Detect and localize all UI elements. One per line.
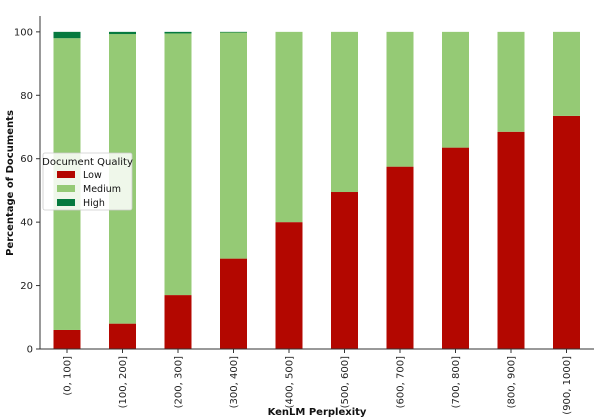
- bar-low-0: [53, 329, 81, 349]
- x-tick-label: (100, 200]: [118, 356, 129, 408]
- x-tick-label: (0, 100]: [63, 356, 74, 396]
- bar-low-8: [497, 131, 525, 349]
- legend-swatch-low: [57, 171, 75, 178]
- legend: Document Quality Low Medium High: [42, 152, 133, 211]
- x-tick-label: (500, 600]: [340, 356, 351, 408]
- bars-layer: [53, 31, 580, 350]
- x-tick-label: (400, 500]: [285, 356, 296, 408]
- bar-low-4: [275, 222, 303, 349]
- y-tick-label: 60: [20, 154, 33, 165]
- bar-low-1: [109, 323, 136, 349]
- legend-swatch-medium: [57, 185, 75, 192]
- bar-medium-4: [275, 31, 303, 223]
- x-tick-label: (700, 800]: [451, 356, 462, 408]
- x-axis-title: KenLM Perplexity: [268, 407, 367, 418]
- y-axis-title: Percentage of Documents: [5, 110, 16, 256]
- bar-low-9: [553, 115, 580, 350]
- y-ticks: 0 20 40 60 80 100: [14, 27, 40, 356]
- axes-layer: [39, 16, 594, 350]
- x-tick-label: (200, 300]: [174, 356, 185, 408]
- bar-low-5: [331, 192, 358, 349]
- y-tick-label: 100: [14, 27, 33, 38]
- legend-items: Low Medium High: [57, 170, 121, 209]
- y-tick-label: 40: [20, 218, 33, 229]
- bar-medium-3: [220, 32, 247, 259]
- x-tick-label: (800, 900]: [507, 356, 518, 408]
- bar-medium-8: [497, 31, 525, 132]
- x-ticks: (0, 100] (100, 200] (200, 300] (300, 400] (4…: [63, 349, 573, 415]
- bar-medium-6: [386, 31, 414, 167]
- bar-medium-2: [164, 33, 192, 296]
- y-tick-label: 20: [20, 281, 33, 292]
- bar-medium-9: [553, 31, 580, 116]
- bar-high-3: [220, 31, 247, 33]
- legend-label-high: High: [83, 198, 105, 209]
- legend-swatch-high: [57, 199, 75, 206]
- x-tick-label: (900, 1000]: [562, 356, 573, 415]
- x-tick-label: (600, 700]: [396, 356, 407, 408]
- bar-low-6: [386, 166, 414, 349]
- bar-low-3: [220, 258, 247, 349]
- bar-high-0: [53, 31, 81, 39]
- bar-high-1: [109, 31, 136, 35]
- legend-label-low: Low: [83, 170, 102, 181]
- x-tick-label: (300, 400]: [229, 356, 240, 408]
- legend-label-medium: Medium: [83, 184, 121, 195]
- y-tick-label: 80: [20, 91, 33, 102]
- bar-low-2: [164, 295, 192, 349]
- bar-high-2: [164, 31, 192, 34]
- legend-title: Document Quality: [42, 157, 133, 168]
- legend-box: [42, 152, 133, 211]
- bar-medium-5: [331, 31, 358, 193]
- y-tick-label: 0: [27, 345, 33, 356]
- bar-medium-7: [442, 31, 469, 148]
- bar-low-7: [442, 147, 469, 349]
